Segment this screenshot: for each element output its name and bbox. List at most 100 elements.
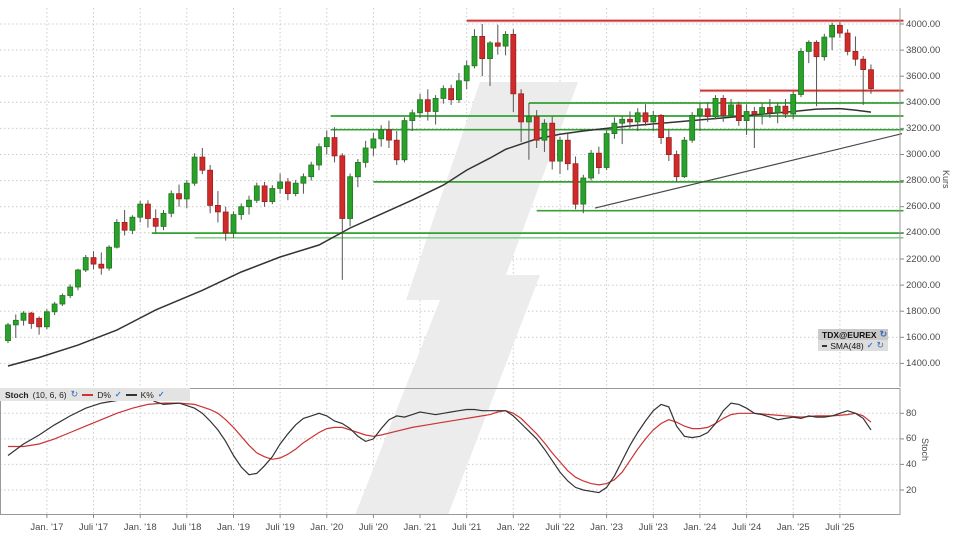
- refresh-icon[interactable]: ↻: [70, 389, 79, 399]
- candle-body: [471, 36, 478, 67]
- candle-body: [829, 24, 835, 38]
- candle-body: [308, 164, 315, 178]
- candle-body: [805, 41, 812, 52]
- d-check-icon[interactable]: ✓: [114, 389, 122, 399]
- x-tick-label: Juli '23: [638, 522, 668, 533]
- stoch-legend: Stoch (10, 6, 6) ↻ D% ✓ K% ✓: [0, 388, 190, 401]
- candle-body: [526, 116, 532, 123]
- candle-body: [261, 185, 268, 202]
- stoch-tick-label: 80: [906, 407, 917, 419]
- legend-symbol-row[interactable]: TDX@EUREX ↻: [818, 329, 888, 340]
- candle-body: [487, 42, 493, 60]
- candle-body: [386, 129, 392, 141]
- candle-body: [759, 107, 765, 115]
- candle-body: [728, 104, 734, 116]
- candle-body: [533, 116, 540, 141]
- trendline: [594, 133, 903, 209]
- watermark-logo: [355, 82, 578, 515]
- candle-body: [650, 115, 657, 123]
- candle-body: [658, 115, 664, 139]
- candle-body: [121, 221, 128, 231]
- candle-body: [183, 182, 190, 200]
- candle-body: [627, 118, 633, 123]
- candle-body: [36, 317, 42, 328]
- x-tick-label: Jan. '21: [403, 522, 437, 533]
- stoch-panel-border: [0, 388, 901, 515]
- candle-body: [316, 146, 322, 166]
- x-tick-label: Juli '25: [825, 522, 855, 533]
- d-line-swatch: [82, 393, 94, 396]
- candle-body: [160, 212, 167, 227]
- candle-body: [704, 108, 711, 118]
- k-check-icon[interactable]: ✓: [157, 389, 165, 399]
- price-tick-label: 2600.00: [906, 201, 941, 213]
- candle-body: [844, 32, 851, 52]
- stoch-tick-label: 60: [906, 433, 917, 445]
- candle-body: [51, 303, 58, 313]
- price-tick-label: 2000.00: [906, 279, 941, 291]
- candle-body: [191, 156, 198, 184]
- legend-sma-row[interactable]: SMA(48) ✓ ↻: [818, 340, 888, 351]
- x-tick-label: Juli '18: [172, 522, 202, 533]
- candle-body: [564, 139, 571, 165]
- main-chart-legend: TDX@EUREX ↻ SMA(48) ✓ ↻: [818, 329, 888, 351]
- candle-body: [837, 24, 843, 34]
- candle-body: [207, 169, 214, 206]
- x-tick-label: Juli '21: [452, 522, 482, 533]
- price-tick-label: 3800.00: [906, 44, 941, 56]
- candle-body: [75, 269, 81, 288]
- candle-body: [448, 88, 455, 101]
- candle-body: [59, 295, 66, 305]
- stoch-title: Stoch: [5, 389, 29, 400]
- candle-body: [790, 94, 797, 115]
- candle-body: [557, 139, 563, 162]
- stoch-d-line: [8, 402, 872, 486]
- stoch-axis-title: Stoch: [920, 438, 930, 462]
- candle-body: [697, 108, 703, 116]
- candle-body: [782, 105, 789, 115]
- refresh-icon[interactable]: ↻: [876, 340, 884, 350]
- candle-body: [852, 51, 859, 60]
- candle-body: [603, 133, 610, 168]
- candle-body: [354, 161, 361, 178]
- price-tick-label: 4000.00: [906, 18, 941, 30]
- candle-body: [339, 155, 346, 219]
- x-tick-label: Jan. '24: [683, 522, 717, 533]
- candle-body: [401, 120, 408, 161]
- stoch-tick-label: 40: [906, 458, 917, 470]
- candle-body: [634, 112, 641, 123]
- candle-body: [393, 139, 400, 161]
- candle-body: [424, 99, 431, 112]
- sma-check-icon[interactable]: ✓: [866, 340, 874, 350]
- candle-body: [144, 203, 151, 219]
- price-tick-label: 3200.00: [906, 122, 941, 134]
- candle-body: [549, 122, 556, 162]
- candle-body: [199, 156, 206, 171]
- candle-body: [378, 129, 385, 140]
- k-label: K%: [140, 389, 154, 400]
- x-tick-label: Juli '22: [545, 522, 575, 533]
- candle-body: [580, 177, 587, 205]
- candle-body: [284, 181, 291, 194]
- refresh-icon[interactable]: ↻: [879, 329, 888, 339]
- stoch-params: (10, 6, 6): [32, 389, 67, 400]
- candle-body: [611, 122, 618, 134]
- candle-body: [12, 319, 19, 326]
- candle-body: [98, 263, 105, 269]
- candle-body: [409, 112, 416, 122]
- candle-body: [67, 286, 74, 296]
- k-line-swatch: [125, 393, 137, 396]
- candle-body: [541, 122, 548, 141]
- candle-body: [222, 211, 229, 234]
- x-tick-label: Jan. '17: [30, 522, 64, 533]
- candle-body: [455, 80, 462, 101]
- price-axis-title: Kurs: [941, 170, 951, 189]
- candle-body: [572, 163, 579, 205]
- price-tick-label: 1400.00: [906, 357, 941, 369]
- x-tick-label: Jan. '18: [123, 522, 157, 533]
- candle-body: [370, 138, 377, 149]
- candle-body: [129, 216, 136, 231]
- candle-body: [494, 42, 501, 47]
- candle-body: [642, 112, 649, 123]
